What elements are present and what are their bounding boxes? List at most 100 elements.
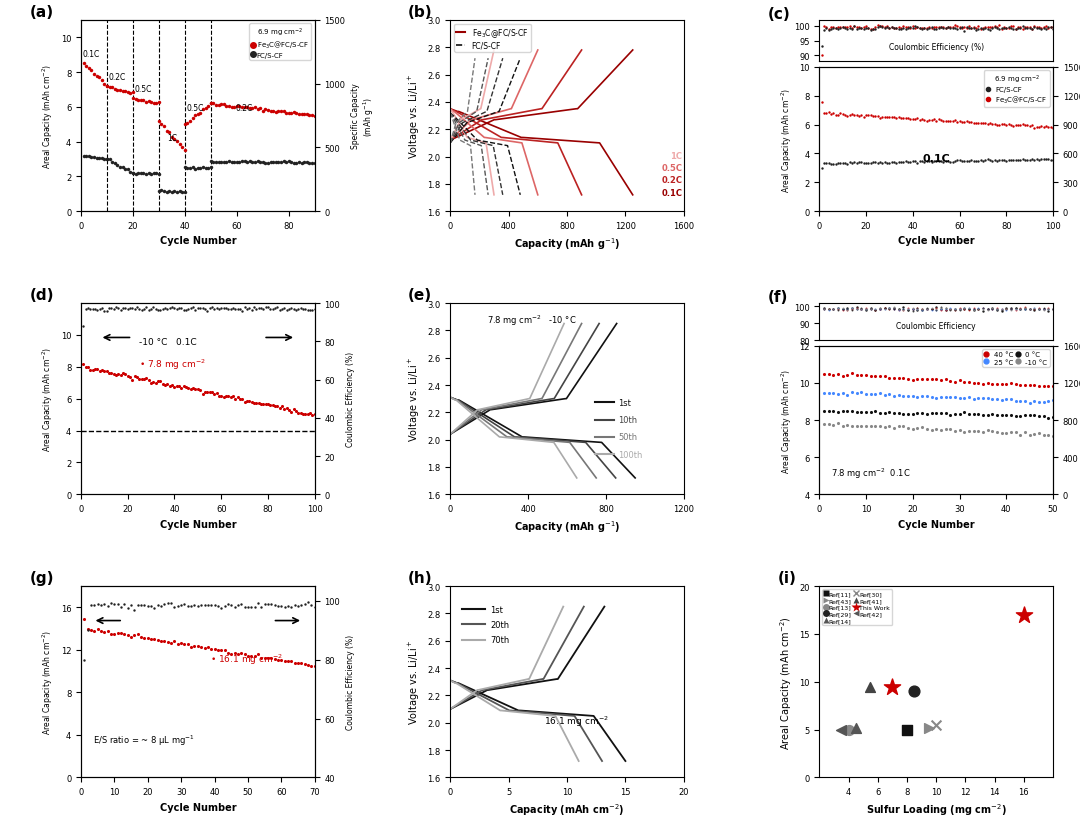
- Point: [984, 22, 1001, 35]
- Point: [998, 155, 1015, 168]
- Point: [853, 303, 870, 316]
- Point: [262, 651, 280, 665]
- Point: [964, 303, 982, 317]
- Point: [858, 23, 875, 36]
- Point: [988, 302, 1005, 315]
- Point: [886, 407, 903, 421]
- Point: [229, 647, 246, 660]
- Point: [299, 659, 316, 672]
- Point: [1016, 380, 1034, 393]
- Point: [900, 303, 917, 316]
- Point: [902, 22, 919, 35]
- Point: [303, 409, 321, 422]
- Point: [1000, 155, 1017, 168]
- Point: [269, 654, 286, 667]
- Y-axis label: Areal Capacity (mAh cm$^{-2}$): Areal Capacity (mAh cm$^{-2}$): [779, 87, 794, 192]
- Text: 0.1C: 0.1C: [661, 188, 683, 197]
- Point: [156, 635, 173, 648]
- Point: [1002, 303, 1020, 317]
- Point: [822, 22, 839, 35]
- Point: [259, 301, 276, 314]
- Point: [243, 600, 260, 614]
- Point: [289, 303, 307, 316]
- Point: [1007, 303, 1024, 316]
- Point: [96, 625, 113, 639]
- Point: [1007, 378, 1024, 391]
- Point: [867, 23, 885, 37]
- Point: [904, 305, 921, 319]
- Point: [954, 22, 971, 35]
- Point: [993, 23, 1010, 36]
- Point: [867, 303, 885, 316]
- Point: [988, 426, 1005, 439]
- Point: [978, 303, 996, 316]
- Point: [834, 387, 851, 400]
- Point: [1007, 303, 1024, 317]
- Point: [239, 303, 256, 316]
- Point: [122, 630, 139, 644]
- Point: [839, 303, 856, 316]
- Point: [950, 115, 968, 129]
- Point: [932, 114, 949, 127]
- Point: [203, 301, 220, 314]
- Point: [998, 303, 1015, 316]
- Point: [194, 302, 212, 315]
- Ref[43]: [920, 721, 937, 735]
- Point: [836, 109, 853, 122]
- Point: [946, 376, 963, 390]
- Point: [243, 396, 260, 410]
- Point: [93, 599, 110, 612]
- Point: [862, 370, 879, 384]
- Point: [820, 303, 837, 316]
- Point: [133, 373, 150, 386]
- Point: [194, 388, 212, 401]
- Point: [205, 303, 222, 316]
- Point: [183, 382, 200, 395]
- Point: [110, 302, 127, 315]
- Point: [900, 303, 917, 316]
- Y-axis label: Voltage vs. Li/Li$^+$: Voltage vs. Li/Li$^+$: [406, 357, 421, 441]
- Point: [950, 408, 968, 421]
- Point: [867, 303, 885, 317]
- Point: [853, 303, 870, 316]
- Point: [869, 19, 887, 33]
- Point: [1015, 609, 1032, 622]
- Point: [296, 598, 313, 611]
- Point: [195, 599, 213, 613]
- Point: [900, 390, 917, 404]
- Point: [1026, 303, 1043, 316]
- Point: [872, 421, 889, 434]
- Point: [241, 302, 258, 315]
- Point: [998, 304, 1015, 318]
- Point: [1042, 154, 1059, 167]
- Point: [133, 304, 150, 318]
- Point: [846, 20, 863, 33]
- Point: [869, 110, 887, 124]
- Point: [820, 368, 837, 381]
- Point: [110, 368, 127, 381]
- Point: [177, 381, 194, 395]
- Point: [998, 22, 1015, 35]
- Point: [900, 422, 917, 436]
- Text: (b): (b): [408, 5, 433, 20]
- Point: [928, 392, 945, 405]
- Point: [296, 658, 313, 671]
- Point: [152, 599, 170, 613]
- Point: [848, 302, 865, 315]
- Point: [280, 600, 297, 614]
- Point: [860, 110, 877, 123]
- Point: [928, 155, 945, 169]
- Point: [1032, 23, 1050, 36]
- Y-axis label: Areal Capacity (mAh cm$^{-2}$): Areal Capacity (mAh cm$^{-2}$): [41, 347, 55, 451]
- Point: [990, 19, 1008, 33]
- Point: [813, 41, 831, 54]
- Point: [918, 303, 935, 317]
- Point: [984, 155, 1001, 169]
- Point: [1012, 303, 1029, 317]
- Point: [249, 648, 267, 661]
- Point: [978, 118, 996, 131]
- 1st: [444, 675, 457, 686]
- Point: [942, 375, 959, 388]
- Point: [996, 155, 1013, 168]
- Point: [275, 403, 293, 416]
